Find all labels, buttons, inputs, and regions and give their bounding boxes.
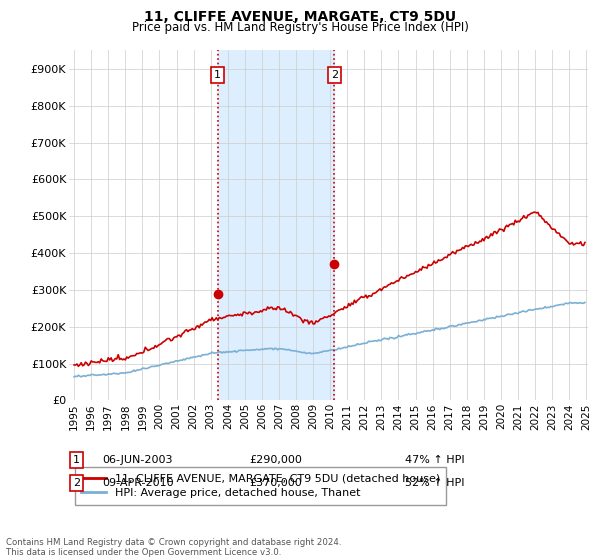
Text: 06-JUN-2003: 06-JUN-2003 <box>102 455 173 465</box>
Text: Price paid vs. HM Land Registry's House Price Index (HPI): Price paid vs. HM Land Registry's House … <box>131 21 469 34</box>
Text: Contains HM Land Registry data © Crown copyright and database right 2024.
This d: Contains HM Land Registry data © Crown c… <box>6 538 341 557</box>
Text: 1: 1 <box>73 455 80 465</box>
Text: 09-APR-2010: 09-APR-2010 <box>102 478 173 488</box>
Legend: 11, CLIFFE AVENUE, MARGATE, CT9 5DU (detached house), HPI: Average price, detach: 11, CLIFFE AVENUE, MARGATE, CT9 5DU (det… <box>74 467 446 505</box>
Text: 2: 2 <box>331 70 338 80</box>
Bar <box>218 50 334 400</box>
Text: £290,000: £290,000 <box>249 455 302 465</box>
Text: 2: 2 <box>73 478 80 488</box>
Text: 47% ↑ HPI: 47% ↑ HPI <box>405 455 464 465</box>
Text: £370,000: £370,000 <box>249 478 302 488</box>
Text: 1: 1 <box>214 70 221 80</box>
Text: 11, CLIFFE AVENUE, MARGATE, CT9 5DU: 11, CLIFFE AVENUE, MARGATE, CT9 5DU <box>144 10 456 24</box>
Text: 52% ↑ HPI: 52% ↑ HPI <box>405 478 464 488</box>
